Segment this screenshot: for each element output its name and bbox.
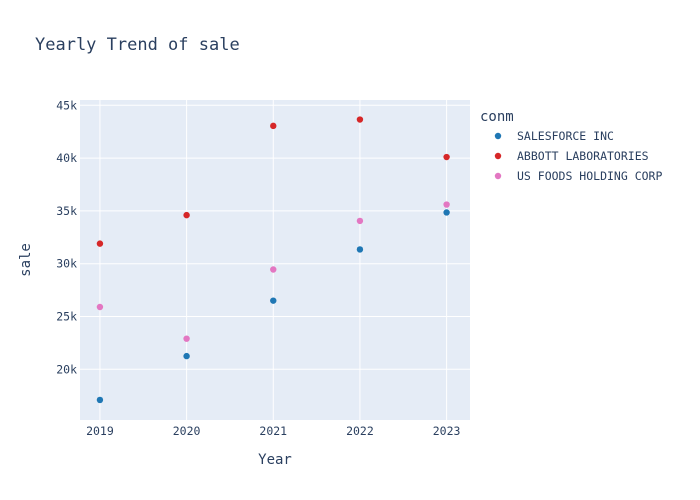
y-tick-label: 40k [56, 151, 77, 165]
data-point [270, 122, 277, 130]
y-axis-title: sale [18, 243, 34, 277]
data-point [443, 209, 450, 216]
legend-label: SALESFORCE INC [517, 129, 614, 143]
x-tick-label: 2023 [433, 424, 461, 438]
x-tick-label: 2019 [86, 424, 114, 438]
data-point [183, 211, 190, 219]
y-tick-label: 20k [56, 362, 77, 376]
data-point [96, 396, 104, 404]
legend-title: conm [480, 109, 514, 125]
x-axis-title: Year [258, 452, 292, 468]
y-axis: 20k 25k 30k 35k 40k 45k [56, 98, 77, 376]
legend-marker [494, 132, 502, 140]
x-tick-label: 2021 [259, 424, 287, 438]
y-tick-label: 30k [56, 257, 77, 271]
data-point [356, 217, 364, 225]
data-point [183, 352, 190, 360]
x-tick-label: 2020 [173, 424, 201, 438]
legend-marker [494, 172, 502, 180]
legend: conm SALESFORCE INC ABBOTT LABORATORIES US… [480, 109, 662, 183]
data-point [270, 266, 277, 273]
data-point [96, 303, 104, 311]
y-tick-label: 45k [56, 98, 77, 112]
grid [80, 100, 470, 420]
y-tick-label: 35k [56, 204, 77, 218]
x-tick-label: 2022 [346, 424, 374, 438]
data-point [183, 335, 190, 342]
data-point [356, 246, 364, 253]
data-point [443, 153, 450, 161]
data-point [443, 201, 450, 208]
data-point [356, 116, 364, 123]
data-points [96, 116, 450, 404]
x-axis: 2019 2020 2021 2022 2023 [86, 424, 460, 438]
y-tick-label: 25k [56, 310, 77, 324]
chart-title: Yearly Trend of sale [35, 35, 240, 55]
legend-label: US FOODS HOLDING CORP [517, 169, 662, 183]
legend-label: ABBOTT LABORATORIES [517, 149, 649, 163]
data-point [96, 240, 104, 247]
data-point [270, 297, 277, 304]
plot-area [80, 100, 470, 420]
legend-marker [494, 152, 502, 160]
